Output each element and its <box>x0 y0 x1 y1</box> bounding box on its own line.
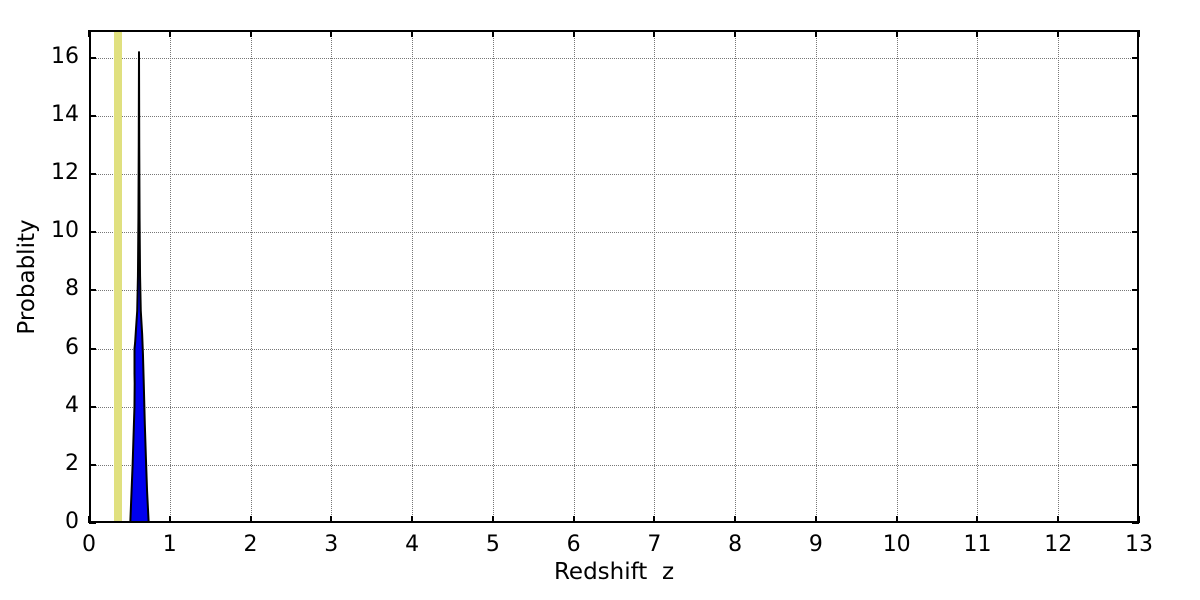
x-tick-label: 7 <box>647 532 662 557</box>
x-tick-bottom <box>330 516 333 523</box>
x-tick-top <box>330 30 333 37</box>
x-tick-bottom <box>249 516 252 523</box>
x-axis-label: Redshift z <box>553 559 675 585</box>
y-tick-label: 8 <box>65 276 79 302</box>
y-tick-left <box>89 56 96 59</box>
y-tick-left <box>89 115 96 118</box>
x-tick-label: 9 <box>808 532 823 557</box>
y-tick-left <box>89 231 96 234</box>
spectroscopic-redshift-band <box>114 30 123 523</box>
x-gridline <box>1058 30 1060 523</box>
y-tick-label: 16 <box>51 43 79 69</box>
x-tick-top <box>895 30 898 37</box>
x-tick-label: 4 <box>405 532 420 557</box>
y-gridline <box>89 57 1139 59</box>
y-tick-left <box>89 289 96 292</box>
x-tick-label: 10 <box>882 532 911 557</box>
y-gridline <box>89 348 1139 350</box>
y-tick-right <box>1132 463 1139 466</box>
y-tick-left <box>89 347 96 350</box>
y-tick-right <box>1132 56 1139 59</box>
y-tick-label: 4 <box>65 392 79 418</box>
x-gridline <box>654 30 656 523</box>
y-tick-right <box>1132 522 1139 524</box>
x-gridline <box>573 30 575 523</box>
y-tick-label: 14 <box>51 102 79 128</box>
x-tick-top <box>249 30 252 37</box>
x-tick-bottom <box>895 516 898 523</box>
x-tick-bottom <box>1057 516 1060 523</box>
grid-layer <box>89 30 1139 523</box>
y-gridline <box>89 116 1139 118</box>
y-gridline <box>89 290 1139 292</box>
x-tick-label: 13 <box>1125 532 1153 557</box>
x-tick-bottom <box>491 516 494 523</box>
x-tick-bottom <box>572 516 575 523</box>
y-gridline <box>89 232 1139 234</box>
x-tick-top <box>814 30 817 37</box>
y-gridline <box>89 174 1139 176</box>
y-tick-left <box>89 405 96 408</box>
x-tick-label: 3 <box>324 532 339 557</box>
x-tick-label: 11 <box>963 532 992 557</box>
x-tick-bottom <box>653 516 656 523</box>
x-gridline <box>977 30 979 523</box>
y-tick-left <box>89 173 96 176</box>
x-tick-top <box>1138 30 1140 37</box>
y-tick-right <box>1132 347 1139 350</box>
x-tick-bottom <box>1138 516 1140 523</box>
x-tick-top <box>653 30 656 37</box>
x-tick-label: 8 <box>728 532 743 557</box>
y-tick-label: 12 <box>51 160 79 186</box>
y-tick-left <box>89 463 96 466</box>
photo-z-probability-pdf <box>129 51 150 523</box>
x-gridline <box>896 30 898 523</box>
x-tick-top <box>411 30 414 37</box>
x-tick-top <box>1057 30 1060 37</box>
y-tick-right <box>1132 173 1139 176</box>
x-tick-top <box>88 30 90 37</box>
y-tick-right <box>1132 405 1139 408</box>
x-tick-label: 12 <box>1044 532 1073 557</box>
y-tick-right <box>1132 115 1139 118</box>
x-tick-top <box>976 30 979 37</box>
x-tick-top <box>734 30 737 37</box>
x-tick-bottom <box>411 516 414 523</box>
y-gridline <box>89 464 1139 466</box>
x-tick-label: 0 <box>82 532 96 557</box>
y-tick-label: 10 <box>51 218 79 244</box>
x-tick-label: 2 <box>243 532 258 557</box>
x-tick-label: 5 <box>485 532 500 557</box>
x-tick-top <box>572 30 575 37</box>
x-tick-bottom <box>168 516 171 523</box>
x-gridline <box>169 30 171 523</box>
y-tick-left <box>89 522 96 524</box>
x-gridline <box>250 30 252 523</box>
x-gridline <box>735 30 737 523</box>
y-tick-right <box>1132 289 1139 292</box>
x-tick-label: 1 <box>162 532 177 557</box>
x-gridline <box>331 30 333 523</box>
y-tick-label: 0 <box>65 509 79 534</box>
x-tick-bottom <box>814 516 817 523</box>
y-tick-label: 2 <box>65 450 79 476</box>
x-tick-label: 6 <box>566 532 581 557</box>
y-tick-label: 6 <box>65 334 79 360</box>
x-gridline <box>412 30 414 523</box>
y-tick-right <box>1132 231 1139 234</box>
series-layer <box>89 30 1139 523</box>
photo-z-probability-pdf-path <box>129 51 150 523</box>
x-gridline <box>492 30 494 523</box>
x-tick-bottom <box>976 516 979 523</box>
x-tick-top <box>491 30 494 37</box>
x-tick-bottom <box>734 516 737 523</box>
y-gridline <box>89 406 1139 408</box>
x-tick-top <box>168 30 171 37</box>
x-gridline <box>815 30 817 523</box>
ticks-layer <box>88 30 1140 524</box>
plot-area <box>88 30 1140 524</box>
